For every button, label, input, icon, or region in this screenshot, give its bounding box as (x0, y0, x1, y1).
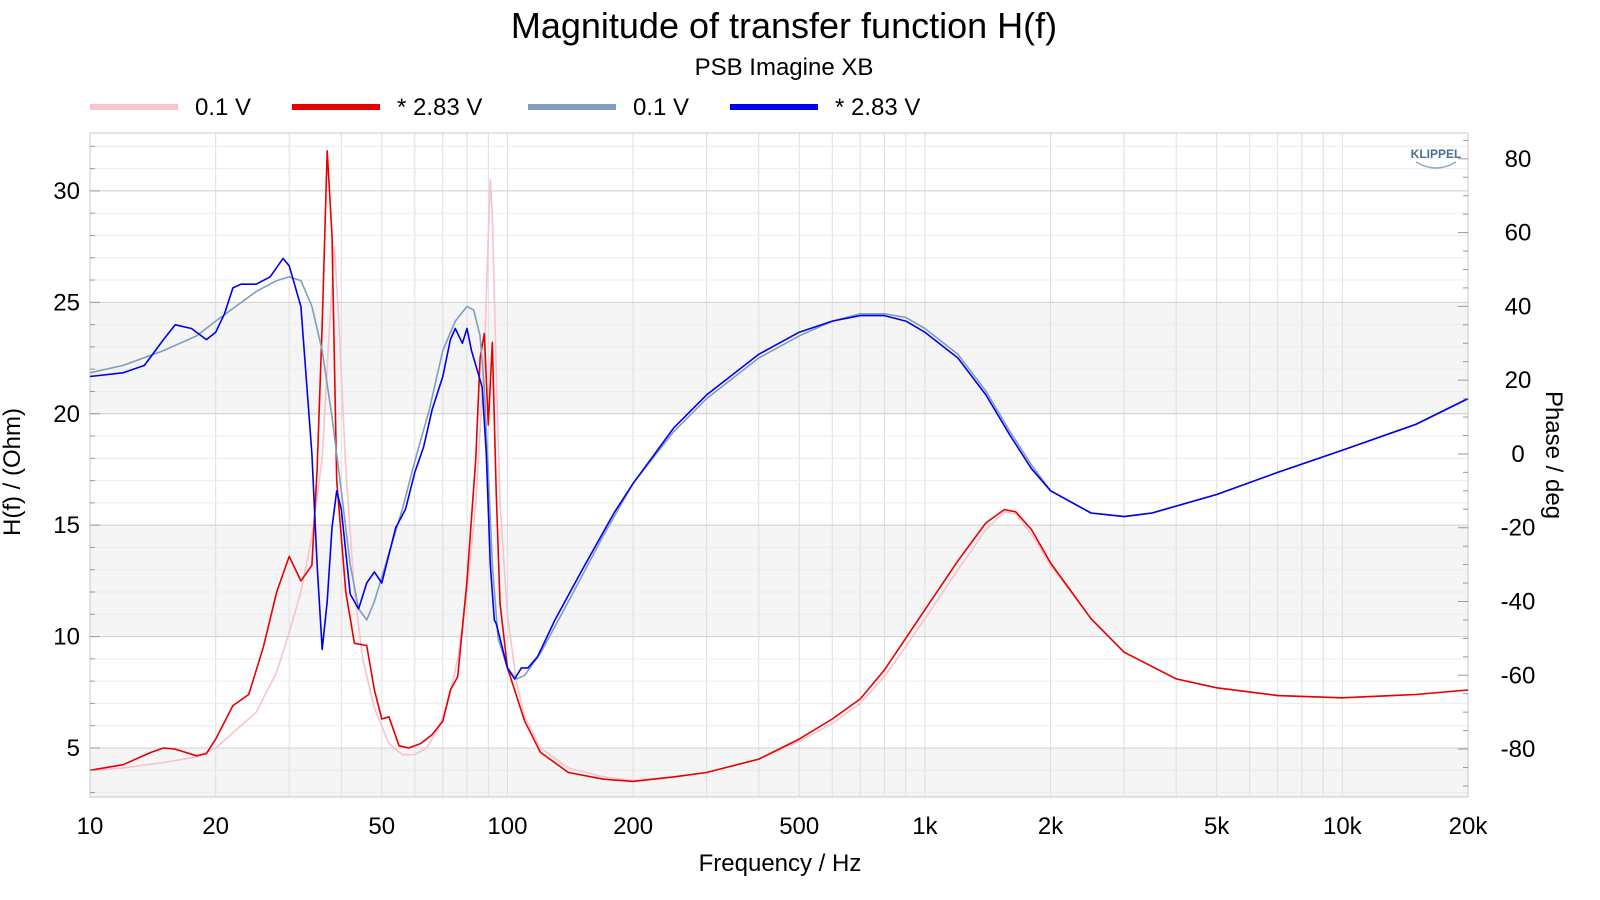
y2-axis-label: Phase / deg (1540, 391, 1567, 519)
klippel-logo-arc (1415, 161, 1457, 169)
series-line-3 (89, 276, 1469, 680)
left-axis-tick-label: 15 (53, 512, 80, 539)
left-axis-tick-label: 30 (53, 178, 80, 205)
x-axis-tick-label: 500 (779, 813, 819, 840)
x-axis-tick-label: 5k (1204, 813, 1230, 840)
klippel-logo: KLIPPEL (1411, 147, 1462, 169)
right-axis-tick-label: -20 (1501, 515, 1536, 542)
background-bands (90, 302, 1468, 797)
x-axis-tick-label: 10 (77, 813, 104, 840)
series-layer (89, 150, 1469, 783)
series-line-1 (89, 179, 1469, 782)
right-axis-tick-label: 40 (1505, 293, 1532, 320)
x-axis-tick-label: 50 (368, 813, 395, 840)
left-axis-tick-label: 10 (53, 624, 80, 651)
right-axis-tick-label: -40 (1501, 588, 1536, 615)
x-axis-tick-label: 20k (1449, 813, 1489, 840)
x-axis-tick-label: 200 (613, 813, 653, 840)
right-axis-ticks: -80 -60 -40 -20 0 20 40 60 80 (1458, 139, 1536, 787)
background-band (90, 302, 1468, 414)
y-axis-label: H(f) / (Ohm) (0, 408, 26, 536)
left-axis-tick-label: 25 (53, 289, 80, 316)
series-line-2 (89, 150, 1469, 783)
x-axis-label: Frequency / Hz (699, 850, 862, 877)
right-axis-tick-label: -80 (1501, 736, 1536, 763)
right-axis-tick-label: 0 (1511, 441, 1524, 468)
x-axis-ticks: 10 20 50 100 200 500 1k 2k 5k 10k 20k (77, 813, 1489, 840)
background-band (90, 747, 1468, 797)
x-axis-tick-label: 100 (487, 813, 527, 840)
x-axis-tick-label: 1k (912, 813, 938, 840)
plot-frame (89, 132, 1469, 798)
right-axis-tick-label: 20 (1505, 367, 1532, 394)
x-axis-tick-label: 20 (202, 813, 229, 840)
legend-label-1: 0.1 V (195, 94, 251, 121)
legend: 0.1 V * 2.83 V 0.1 V * 2.83 V (90, 94, 920, 121)
left-axis-tick-label: 20 (53, 401, 80, 428)
chart-title: Magnitude of transfer function H(f) (511, 5, 1057, 46)
legend-label-3: 0.1 V (633, 94, 689, 121)
left-axis-tick-label: 5 (67, 735, 80, 762)
legend-label-2: * 2.83 V (397, 94, 482, 121)
klippel-logo-text: KLIPPEL (1411, 147, 1462, 161)
grid-lines (89, 133, 1469, 797)
x-axis-tick-label: 10k (1323, 813, 1363, 840)
series-line-4 (89, 257, 1469, 680)
left-axis-ticks: 5 10 15 20 25 30 (53, 145, 100, 794)
chart-subtitle: PSB Imagine XB (695, 54, 874, 81)
right-axis-tick-label: 60 (1505, 220, 1532, 247)
right-axis-tick-label: -60 (1501, 662, 1536, 689)
right-axis-tick-label: 80 (1505, 146, 1532, 173)
legend-label-4: * 2.83 V (835, 94, 920, 121)
background-band (90, 525, 1468, 637)
x-axis-tick-label: 2k (1038, 813, 1064, 840)
